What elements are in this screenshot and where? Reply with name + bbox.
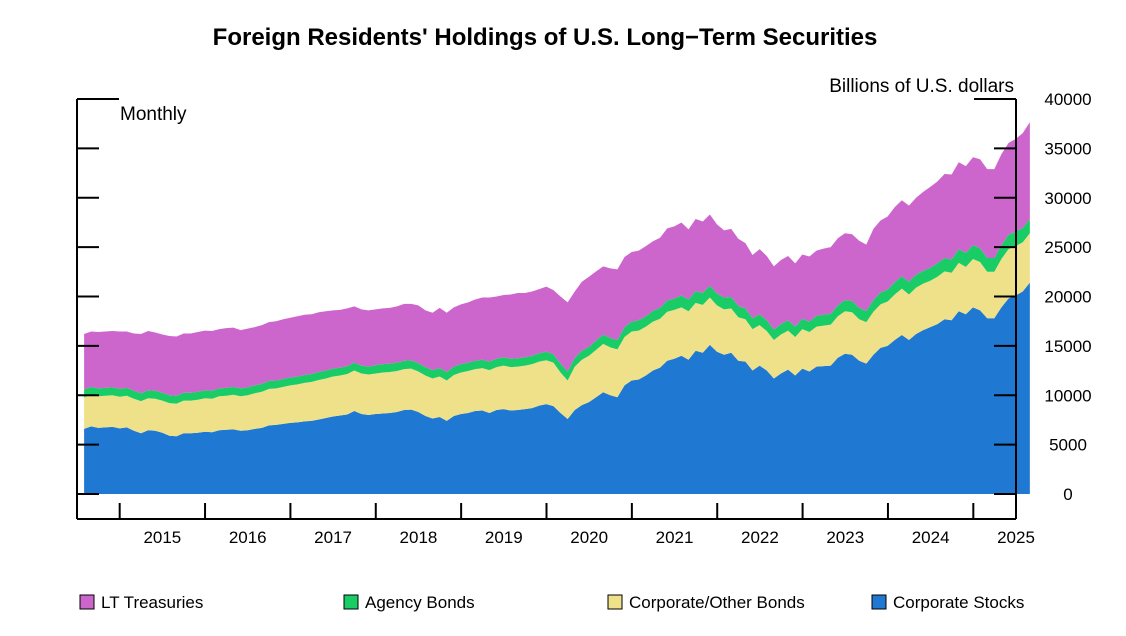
y-tick-label-30000: 30000 — [1044, 189, 1091, 208]
legend-label-agency-bonds: Agency Bonds — [365, 593, 475, 612]
x-tick-label-2019: 2019 — [485, 528, 523, 547]
y-tick-label-5000: 5000 — [1049, 436, 1087, 455]
x-tick-label-2025: 2025 — [997, 528, 1035, 547]
area-corporate-other-bonds — [84, 233, 1030, 437]
legend-swatch-corporate-stocks — [871, 594, 887, 610]
x-tick-label-2020: 2020 — [570, 528, 608, 547]
legend-swatch-corporate-other-bonds — [607, 594, 623, 610]
y-tick-label-0: 0 — [1063, 485, 1072, 504]
legend-swatch-agency-bonds — [343, 594, 359, 610]
y-tick-label-25000: 25000 — [1044, 238, 1091, 257]
chart-title: Foreign Residents' Holdings of U.S. Long… — [213, 24, 878, 51]
legend: LT Treasuries Agency Bonds Corporate/Other… — [79, 593, 1024, 612]
legend-label-corporate-stocks: Corporate Stocks — [893, 593, 1024, 612]
legend-label-lt-treasuries: LT Treasuries — [101, 593, 203, 612]
x-tick-label-2021: 2021 — [656, 528, 694, 547]
x-tick-label-2018: 2018 — [400, 528, 438, 547]
y-tick-label-10000: 10000 — [1044, 386, 1091, 405]
y-tick-label-20000: 20000 — [1044, 288, 1091, 307]
y-axis-label: Billions of U.S. dollars — [829, 76, 1014, 97]
legend-swatch-lt-treasuries — [79, 594, 95, 610]
area-corporate-stocks — [84, 282, 1030, 494]
tick-labels-group: 0 5000 10000 15000 20000 25000 30000 35000 40000… — [143, 90, 1091, 547]
axes-group — [76, 98, 1017, 520]
x-tick-label-2023: 2023 — [826, 528, 864, 547]
x-tick-label-2024: 2024 — [912, 528, 950, 547]
y-tick-label-35000: 35000 — [1044, 139, 1091, 158]
x-tick-label-2017: 2017 — [314, 528, 352, 547]
area-lt-treasuries — [84, 122, 1030, 396]
x-tick-label-2016: 2016 — [229, 528, 267, 547]
x-tick-label-2015: 2015 — [143, 528, 181, 547]
area-series-group — [84, 122, 1030, 494]
y-tick-label-40000: 40000 — [1044, 90, 1091, 109]
legend-label-corporate-other-bonds: Corporate/Other Bonds — [629, 593, 805, 612]
area-agency-bonds — [84, 218, 1030, 404]
y-tick-label-15000: 15000 — [1044, 337, 1091, 356]
frequency-label: Monthly — [120, 104, 187, 125]
x-tick-label-2022: 2022 — [741, 528, 779, 547]
